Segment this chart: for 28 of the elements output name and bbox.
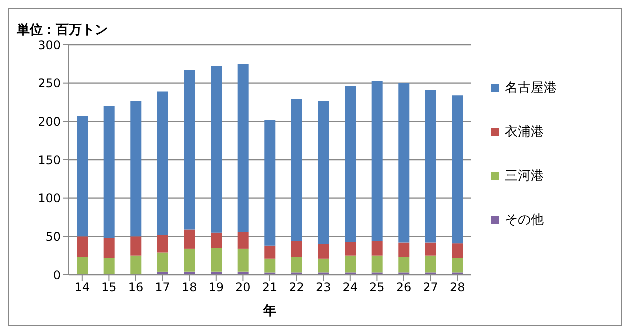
- x-tick-label: 18: [182, 280, 198, 295]
- y-tick-label: 200: [38, 114, 61, 129]
- x-tick-label: 24: [342, 280, 358, 295]
- x-tick-label: 27: [423, 280, 438, 295]
- y-tick-label: 250: [38, 76, 61, 91]
- x-tick-label: 14: [74, 280, 90, 295]
- x-tick-label: 19: [208, 280, 224, 295]
- x-tick-label: 15: [102, 280, 117, 295]
- x-tick-label: 23: [316, 280, 332, 295]
- x-axis-title: 年: [262, 304, 276, 319]
- x-tick-label: 17: [155, 280, 170, 295]
- y-tick-label: 0: [53, 268, 61, 282]
- x-tick-label: 25: [370, 280, 385, 295]
- y-tick-label: 50: [46, 230, 61, 244]
- y-tick-label: 100: [38, 192, 61, 206]
- x-tick-label: 22: [289, 280, 304, 295]
- x-tick-label: 21: [262, 280, 278, 295]
- legend-label: 三河港: [505, 168, 544, 185]
- x-tick-label: 28: [450, 280, 466, 295]
- legend-label: その他: [505, 212, 544, 229]
- y-tick-label: 300: [38, 38, 61, 52]
- legend-label: 名古屋港: [505, 80, 557, 97]
- legend-label: 衣浦港: [505, 124, 544, 141]
- x-tick-label: 26: [396, 280, 412, 295]
- x-tick-label: 20: [236, 280, 251, 295]
- x-tick-label: 16: [128, 280, 144, 295]
- chart-title: 単位：百万トン: [17, 22, 108, 39]
- y-tick-label: 150: [38, 153, 61, 168]
